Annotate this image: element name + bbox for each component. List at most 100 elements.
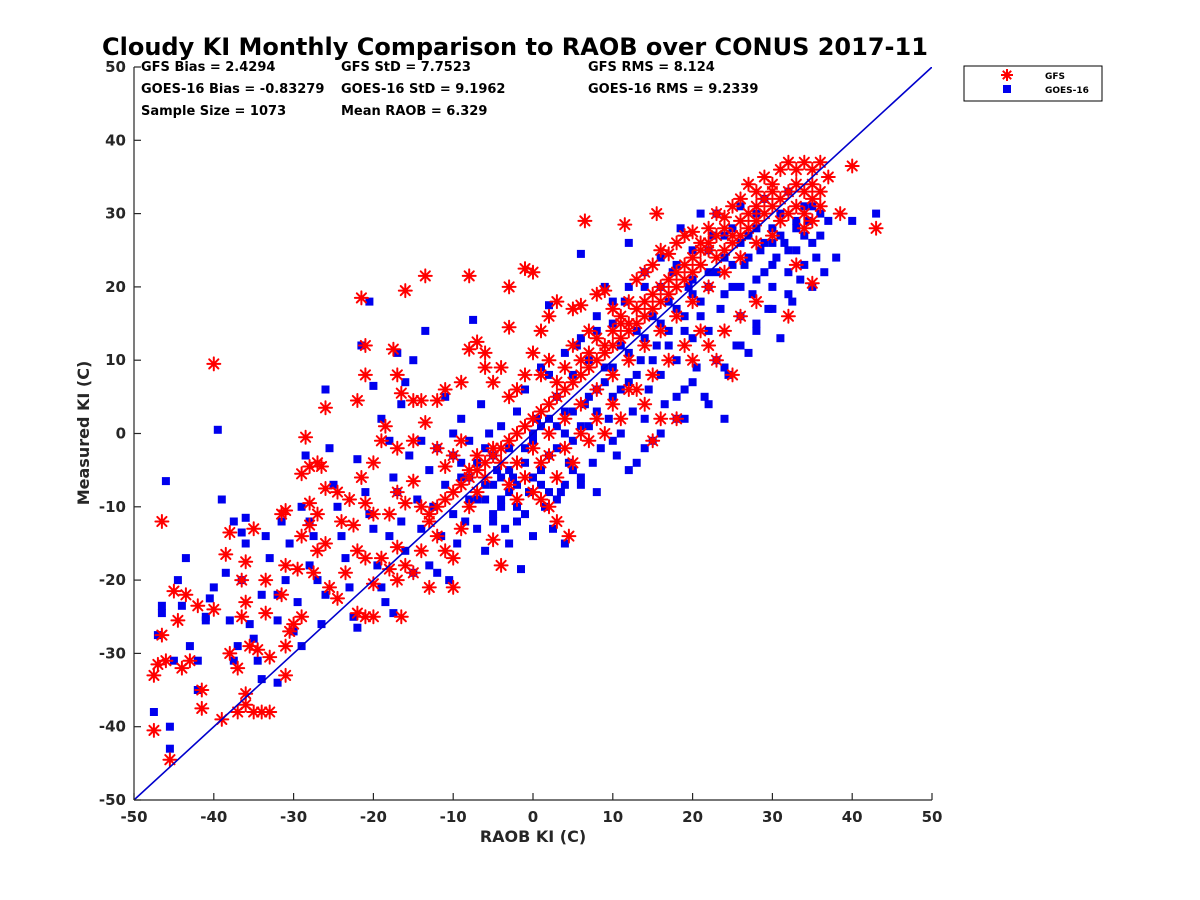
point-goes16 [229,656,238,665]
point-goes16 [281,576,290,585]
point-gfs [812,184,828,200]
point-goes16 [521,444,529,453]
point-gfs [637,264,653,280]
point-goes16 [213,425,222,434]
point-goes16 [229,517,238,526]
point-gfs [525,440,541,456]
point-goes16 [652,341,661,350]
point-gfs [605,323,621,339]
point-goes16 [680,385,689,394]
point-goes16 [656,370,665,379]
point-goes16 [317,620,326,629]
point-gfs [405,473,421,489]
point-gfs [397,557,413,573]
point-gfs [669,308,685,324]
point-goes16 [497,422,506,431]
point-goes16 [692,363,701,372]
point-gfs [421,506,437,522]
point-gfs [788,162,804,178]
point-gfs [517,367,533,383]
point-goes16 [736,341,745,350]
point-gfs [717,209,732,225]
point-gfs [629,272,645,288]
point-goes16 [321,590,330,599]
point-gfs [206,356,222,372]
point-gfs [349,605,365,621]
point-goes16 [676,224,685,233]
point-gfs [645,367,661,383]
point-gfs [194,700,210,716]
point-goes16 [465,436,474,445]
point-goes16 [608,436,617,445]
x-tick-label: 30 [762,808,783,826]
y-tick-label: -30 [99,644,126,662]
point-gfs [342,492,357,507]
point-goes16 [497,473,506,482]
point-gfs [353,290,369,306]
point-gfs [661,286,677,302]
point-gfs [832,206,848,222]
legend-label-goes: GOES-16 [1045,86,1089,96]
point-goes16 [513,517,521,526]
point-gfs [653,242,669,258]
point-gfs [561,528,577,544]
point-goes16 [521,458,529,467]
point-gfs [597,338,613,353]
point-gfs [166,583,182,599]
point-goes16 [233,642,242,651]
point-goes16 [720,414,729,423]
point-goes16 [704,400,713,409]
point-gfs [820,169,836,185]
point-gfs [437,382,453,397]
point-goes16 [505,539,514,548]
point-gfs [669,279,685,295]
legend-label-gfs: GFS [1045,72,1065,82]
point-gfs [393,385,409,401]
point-goes16 [489,510,498,519]
point-goes16 [157,601,166,610]
point-gfs [693,242,709,258]
point-gfs [485,532,501,548]
point-gfs [525,411,541,427]
ticks-layer: -50 -40 -30 -20 -10 0 10 20 30 40 50 50 40 30 20 10 0 -10… [99,58,943,826]
point-gfs [373,550,389,566]
point-goes16 [792,246,801,255]
point-goes16 [237,528,246,537]
point-gfs [278,638,294,654]
point-gfs [469,484,485,500]
point-gfs [274,587,290,603]
point-gfs [389,440,405,456]
point-goes16 [469,315,478,324]
point-gfs [318,481,333,496]
point-goes16 [481,444,490,453]
point-gfs [653,294,669,310]
point-goes16 [257,590,266,599]
point-gfs [517,418,533,434]
point-gfs [413,543,429,559]
point-gfs [525,345,541,361]
point-goes16 [552,422,561,431]
point-gfs [389,572,405,588]
point-gfs [541,308,557,324]
point-gfs [174,660,190,676]
point-goes16 [752,326,761,335]
point-gfs [493,360,509,375]
point-goes16 [421,326,430,335]
point-gfs [453,433,469,449]
point-goes16 [345,583,354,592]
point-goes16 [149,708,158,716]
point-gfs [154,627,170,643]
point-gfs [541,426,557,441]
point-gfs [717,242,732,258]
point-gfs [573,426,589,441]
point-gfs [310,543,325,559]
point-goes16 [457,414,466,423]
point-gfs [533,492,549,507]
point-gfs [349,543,365,559]
point-goes16 [696,209,705,218]
point-goes16 [509,473,517,482]
point-gfs [617,217,633,233]
point-goes16 [704,326,713,335]
point-gfs [437,492,453,507]
point-gfs [621,316,637,332]
